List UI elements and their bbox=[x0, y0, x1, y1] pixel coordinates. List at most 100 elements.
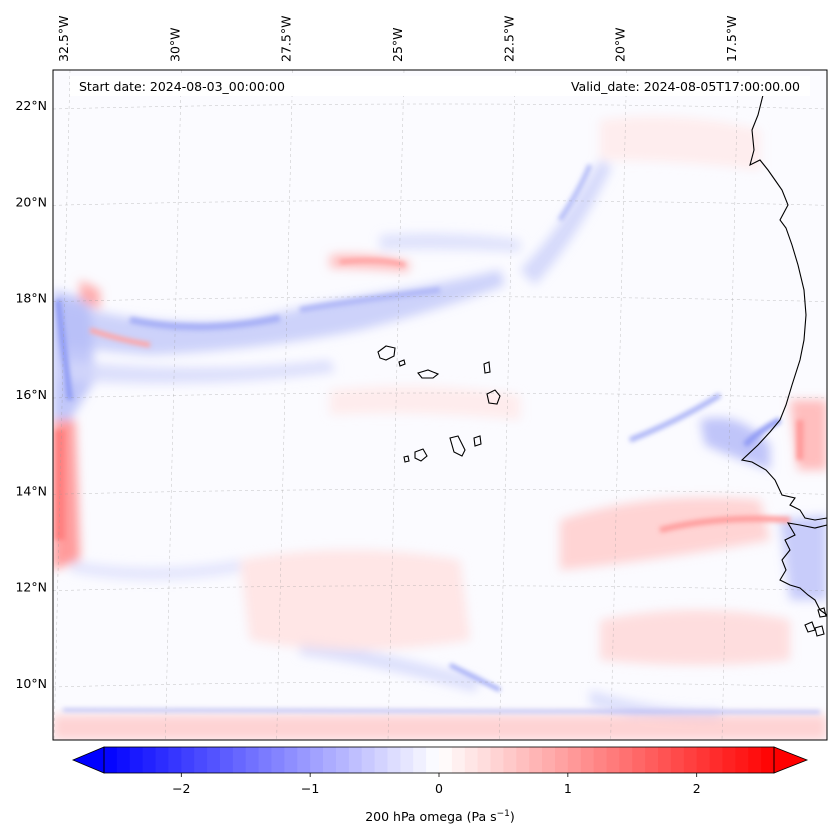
island-boa-vista bbox=[486, 389, 501, 405]
colorbar-segment bbox=[116, 747, 131, 773]
blue-filament-7 bbox=[449, 663, 501, 692]
blue-band-mid bbox=[60, 360, 335, 384]
red-central-south bbox=[240, 550, 470, 650]
island-fogo bbox=[414, 448, 428, 462]
colorbar-tick-label: 2 bbox=[693, 781, 701, 796]
longitude-labels: 32.5°W 30°W 27.5°W 25°W 22.5°W 20°W 17.5°W bbox=[56, 16, 739, 62]
lon-label-1: 30°W bbox=[167, 27, 182, 62]
parallel-6 bbox=[53, 681, 827, 688]
colorbar-segment bbox=[323, 747, 337, 773]
colorbar-segment bbox=[567, 747, 582, 773]
island-santiago bbox=[449, 435, 466, 457]
blue-filament-1 bbox=[129, 314, 281, 331]
colorbar-segment bbox=[542, 747, 556, 773]
red-filament-2 bbox=[659, 515, 791, 533]
gridlines bbox=[53, 70, 827, 740]
blue-filament-8 bbox=[62, 708, 821, 714]
colorbar-segment bbox=[426, 747, 440, 773]
lat-label-3: 16°N bbox=[15, 387, 47, 402]
meridian-1 bbox=[165, 70, 182, 740]
colorbar-segment bbox=[194, 747, 208, 773]
colorbar-segment bbox=[142, 747, 157, 773]
colorbar-segments bbox=[104, 747, 775, 773]
colorbar-segment bbox=[580, 747, 595, 773]
colorbar-segment bbox=[658, 747, 672, 773]
blue-streak-ne bbox=[520, 160, 612, 285]
colorbar-segment bbox=[361, 747, 376, 773]
blue-streak-north bbox=[380, 233, 520, 252]
blue-west-low bbox=[70, 560, 240, 580]
blue-band-north bbox=[53, 270, 505, 355]
parallel-1 bbox=[53, 200, 827, 206]
blue-filament-3 bbox=[629, 392, 722, 443]
colorbar-max-extend bbox=[773, 746, 809, 774]
colorbar-tick-label: −2 bbox=[172, 781, 190, 796]
lat-label-1: 20°N bbox=[15, 194, 47, 209]
meridian-2 bbox=[276, 70, 293, 740]
colorbar-segment bbox=[374, 747, 389, 773]
lat-label-4: 14°N bbox=[15, 483, 47, 498]
red-north-east bbox=[600, 116, 760, 170]
map-frame bbox=[52, 69, 828, 741]
colorbar-segment bbox=[155, 747, 170, 773]
africa-coastline bbox=[740, 94, 827, 521]
colorbar-segment bbox=[439, 747, 453, 773]
lat-label-2: 18°N bbox=[15, 291, 47, 306]
colorbar-segment bbox=[464, 747, 479, 773]
colorbar-tick-label: 0 bbox=[435, 781, 443, 796]
lat-label-5: 12°N bbox=[15, 580, 47, 595]
colorbar-segment bbox=[219, 747, 234, 773]
blue-filament-4 bbox=[742, 417, 782, 448]
meridian-6 bbox=[721, 70, 739, 740]
blue-south-2 bbox=[590, 690, 720, 722]
red-south-edge bbox=[53, 715, 827, 740]
coastline bbox=[377, 94, 827, 637]
info-banner bbox=[70, 76, 810, 96]
colorbar: −2 −1 0 1 2 200 hPa omega (Pa s−1) bbox=[71, 746, 809, 824]
map-panel: Start date: 2024-08-03_00:00:00 Valid_da… bbox=[53, 70, 827, 740]
latitude-labels: 22°N 20°N 18°N 16°N 14°N 12°N 10°N bbox=[15, 98, 47, 691]
lon-label-6: 17.5°W bbox=[724, 16, 739, 62]
lon-label-2: 27.5°W bbox=[279, 16, 294, 62]
meridian-4 bbox=[499, 70, 516, 740]
blue-coast bbox=[700, 417, 770, 470]
meridian-3 bbox=[387, 70, 405, 740]
island-santo-antao bbox=[377, 345, 396, 361]
colorbar-segment bbox=[709, 747, 724, 773]
colorbar-segment bbox=[104, 747, 118, 773]
red-filament-5 bbox=[339, 258, 406, 267]
colorbar-segment bbox=[129, 747, 144, 773]
island-maio bbox=[473, 435, 482, 447]
lat-label-6: 10°N bbox=[15, 676, 47, 691]
colorbar-segment bbox=[258, 747, 273, 773]
colorbar-tick-label: −1 bbox=[301, 781, 319, 796]
meridian-5 bbox=[610, 70, 627, 740]
lon-label-3: 25°W bbox=[390, 27, 405, 62]
colorbar-segment bbox=[207, 747, 221, 773]
valid-date-label: Valid_date: 2024-08-05T17:00:00.00 bbox=[571, 79, 800, 94]
red-mid-ocean bbox=[330, 386, 520, 420]
lon-label-5: 20°W bbox=[613, 27, 628, 62]
colorbar-segment bbox=[271, 747, 285, 773]
colorbar-segment bbox=[683, 747, 698, 773]
start-date-label: Start date: 2024-08-03_00:00:00 bbox=[79, 79, 285, 94]
colorbar-segment bbox=[606, 747, 620, 773]
colorbar-segment bbox=[696, 747, 711, 773]
colorbar-segment bbox=[645, 747, 659, 773]
colorbar-segment bbox=[181, 747, 195, 773]
lon-label-0: 32.5°W bbox=[56, 16, 71, 62]
blue-filament-5 bbox=[557, 164, 593, 222]
colorbar-tick-label: 1 bbox=[564, 781, 572, 796]
parallel-0 bbox=[53, 103, 827, 110]
red-filament-1 bbox=[89, 327, 151, 348]
colorbar-segment bbox=[761, 747, 775, 773]
colorbar-segment bbox=[245, 747, 260, 773]
colorbar-segment bbox=[310, 747, 324, 773]
colorbar-segment bbox=[413, 747, 427, 773]
colorbar-segment bbox=[168, 747, 182, 773]
colorbar-segment bbox=[232, 747, 247, 773]
colorbar-segment bbox=[503, 747, 517, 773]
colorbar-min-extend bbox=[71, 746, 105, 774]
bissagos-islands bbox=[804, 607, 827, 637]
